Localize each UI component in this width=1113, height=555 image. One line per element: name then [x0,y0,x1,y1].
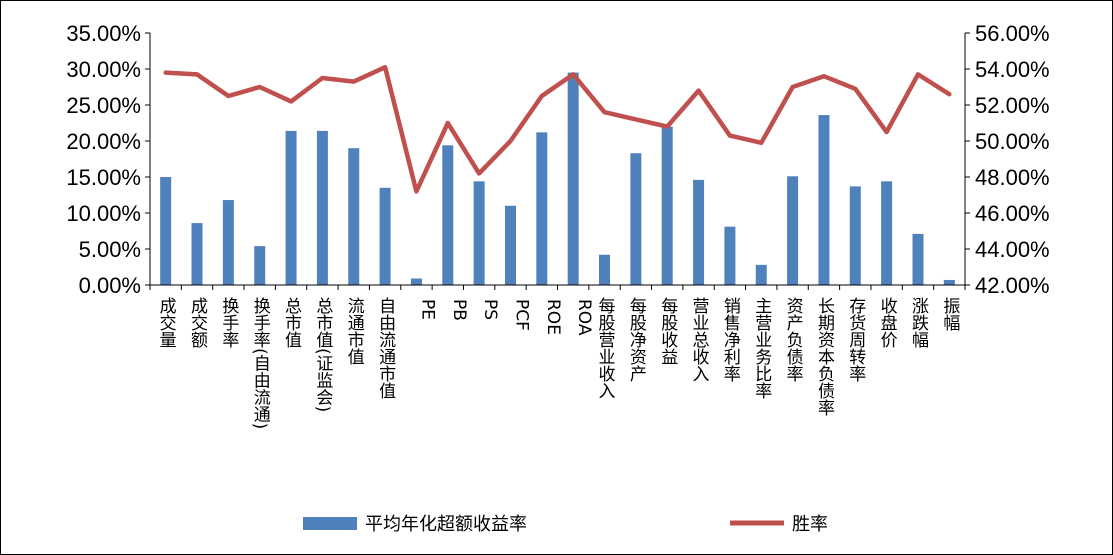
left-axis: 0.00% 5.00% 10.00% 15.00% 20.00% 25.00% 30.00%… [66,21,151,298]
left-tick-label: 30.00% [66,57,141,82]
category-label: 涨跌幅 [908,297,929,348]
legend-line-label: 胜率 [792,514,828,535]
bar [693,179,705,285]
category-label: 营业总收入 [689,297,710,382]
bar [724,226,736,285]
left-tick-label: 25.00% [66,93,141,118]
category-label: 总市值(证监会) [312,297,333,412]
left-tick-label: 0.00% [79,273,141,298]
category-label: 每股净资产 [626,297,647,382]
bar [410,278,422,285]
right-tick-label: 52.00% [975,93,1050,118]
right-tick-label: 48.00% [975,165,1050,190]
category-label: 收盘价 [877,297,898,348]
bar [881,181,893,285]
category-label: PE [417,299,437,320]
category-label: 自由流通市值 [375,297,396,399]
right-axis: 42.00% 44.00% 46.00% 48.00% 50.00% 52.00% 54.0… [964,21,1050,298]
category-label: ROE [543,299,563,335]
line-path [163,64,952,194]
bar [787,176,799,285]
left-tick-label: 35.00% [66,21,141,46]
category-label: PS [480,299,500,320]
bar [567,72,579,285]
bar [849,186,861,285]
bar [755,264,767,285]
bar [254,246,266,285]
bar [442,145,454,285]
right-tick-label: 42.00% [975,273,1050,298]
bar [473,181,485,285]
bar [912,233,924,285]
category-label: 成交量 [156,297,177,348]
right-tick-label: 50.00% [975,129,1050,154]
category-label: 流通市值 [344,297,365,365]
category-label: 资产负债率 [783,297,804,382]
bar [316,130,328,285]
line-series [163,64,952,194]
category-label: 主营业务比率 [751,297,772,399]
category-label: ROA [574,299,594,336]
left-tick-label: 10.00% [66,201,141,226]
bar [661,126,673,285]
category-label: 换手率(自由流通) [250,297,271,429]
bar [536,132,548,285]
left-tick-label: 15.00% [66,165,141,190]
bar [348,148,360,285]
bar [818,115,830,285]
right-tick-label: 56.00% [975,21,1050,46]
bar [379,187,391,285]
bar [222,200,234,285]
bar [630,153,642,285]
bar [191,223,203,285]
bar [285,130,297,285]
category-label: 销售净利率 [720,297,741,382]
category-label: 每股收益 [657,297,678,365]
legend-bar-label: 平均年化超额收益率 [365,514,527,535]
category-label: PB [449,299,469,321]
category-label: 换手率 [218,297,239,348]
category-label: 振幅 [939,297,960,331]
bar [160,177,172,285]
legend: 平均年化超额收益率 胜率 [303,514,828,535]
left-tick-label: 20.00% [66,129,141,154]
category-label: 存货周转率 [845,297,866,382]
bar [599,254,611,285]
legend-bar-swatch [303,517,357,530]
right-tick-label: 44.00% [975,237,1050,262]
left-tick-label: 5.00% [79,237,141,262]
bar-series [160,72,955,285]
category-label: 每股营业收入 [595,297,616,399]
bar [943,279,955,285]
right-tick-label: 46.00% [975,201,1050,226]
right-tick-label: 54.00% [975,57,1050,82]
bar [504,205,516,285]
category-labels: 成交量 成交额 换手率 换手率(自由流通) 总市值 总市值(证监会) 流通市值 自由流通市值 P… [149,285,966,429]
category-label: 长期资本负债率 [814,297,835,416]
category-label: PCF [511,299,531,331]
category-label: 成交额 [187,297,208,348]
category-label: 总市值 [281,297,302,348]
